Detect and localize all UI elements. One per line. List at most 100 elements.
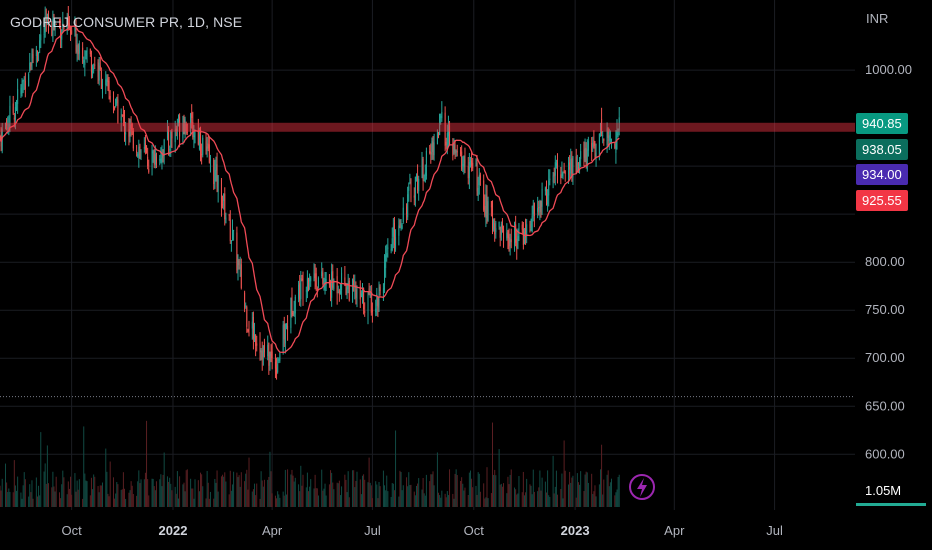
candle-body [541,188,543,207]
candle-body [413,195,415,198]
volume-bar [105,448,107,507]
candle-body [441,112,443,119]
volume-bar [569,471,571,507]
candle-body [341,272,343,291]
volume-bar [414,495,416,507]
candlestick-series [0,6,620,380]
volume-bar [261,480,263,507]
candle-body [523,231,525,244]
candle-body [485,194,487,218]
candle-body [510,239,512,243]
candle-body [402,207,404,223]
candle-body [52,19,54,39]
price-badge-bg [856,139,908,160]
candle-body [78,42,80,54]
candle-body [20,87,22,94]
volume-bar [78,479,80,507]
volume-bar [364,479,366,507]
volume-bar [97,486,99,507]
volume-bar [274,495,276,507]
candle-body [540,200,542,207]
volume-bar [387,491,389,507]
volume-bar [560,488,562,507]
volume-bar [90,477,92,507]
volume-bar [129,490,131,507]
volume-bar [592,494,594,507]
flash-icon[interactable] [629,474,655,500]
volume-bar [460,480,462,507]
volume-bar [251,491,253,507]
candle-body [469,160,471,162]
volume-bar [500,483,502,507]
candle-body [460,150,462,155]
candle-body [522,228,524,245]
volume-bar [532,469,534,507]
candle-body [255,334,257,347]
candle-body [278,359,280,361]
candle-body [225,217,227,224]
volume-bar [563,440,565,507]
candle-body [356,286,358,299]
volume-bar [231,484,233,507]
candle-body [393,222,395,246]
candle-body [472,162,474,169]
flash-icon-ring[interactable] [629,474,655,500]
volume-bar [503,483,505,507]
volume-bar [115,493,117,507]
volume-bar [617,476,619,507]
volume-bar [413,491,415,507]
volume-bar [256,483,258,507]
candle-body [222,204,224,206]
candle-body [515,224,517,243]
candle-body [220,179,222,208]
candle-body [516,238,518,249]
volume-bar [62,470,64,507]
candle-body [236,232,238,271]
volume-bar [139,483,141,507]
volume-bar [216,470,218,507]
volume-bar [324,483,326,507]
volume-bar [244,481,246,507]
volume-bar [572,475,574,507]
candle-body [484,205,486,216]
volume-bar [418,478,420,507]
volume-bar [522,471,524,507]
candle-body [192,121,194,138]
volume-bar [494,469,496,507]
volume-bar [12,492,14,507]
volume-bar [530,485,532,507]
volume-bar [51,487,53,507]
volume-bar [238,475,240,507]
volume-bar [515,489,517,507]
volume-bar [433,485,435,507]
candle-body [494,223,496,235]
candle-body [121,114,123,116]
candle-body [508,234,510,252]
candle-body [452,142,454,156]
candle-body [161,152,163,163]
candle-body [71,30,73,34]
candle-body [194,131,196,138]
candle-body [108,80,110,93]
candle-body [176,129,178,132]
volume-bar [177,498,179,507]
volume-bar [325,495,327,507]
volume-bar [190,478,192,507]
volume-bar [553,493,555,507]
volume-bar [332,482,334,507]
volume-bar [393,490,395,507]
volume-bar [224,472,226,507]
candle-body [346,286,348,294]
volume-bar [269,451,271,507]
candle-body [268,342,270,366]
volume-bar [331,472,333,507]
price-badges: 940.85 938.05 934.00 925.55 [856,113,908,211]
candle-body [213,159,215,184]
volume-bar [425,474,427,507]
flash-icon-bolt[interactable] [637,478,647,497]
candle-body [51,26,53,36]
candle-body [130,124,132,129]
candle-body [321,271,323,277]
candle-body [17,89,19,104]
